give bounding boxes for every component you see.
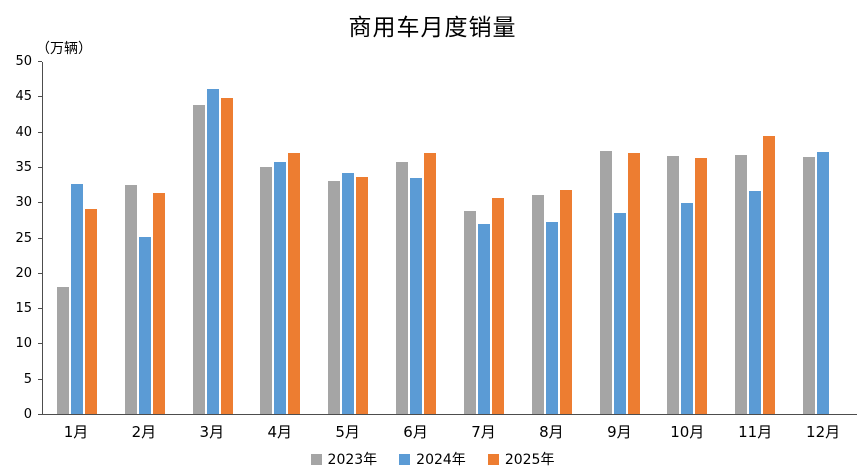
y-tick-mark <box>38 96 42 98</box>
bar-2023年-5月 <box>328 181 341 414</box>
bar-2023年-9月 <box>599 150 612 414</box>
bar-2024年-4月 <box>274 161 287 414</box>
bar-2025年-5月 <box>356 176 369 414</box>
bar-2023年-10月 <box>667 156 680 414</box>
x-tick-label-9月: 9月 <box>607 423 632 441</box>
y-tick-label: 50 <box>15 54 32 69</box>
bar-2024年-9月 <box>613 212 626 414</box>
bar-group-9月 <box>586 62 654 414</box>
legend-label: 2025年 <box>504 452 555 468</box>
bar-2023年-2月 <box>124 185 137 414</box>
bar-2025年-8月 <box>559 189 572 414</box>
x-tick-label-7月: 7月 <box>471 423 496 441</box>
bar-2025年-4月 <box>288 152 301 414</box>
bar-2023年-1月 <box>56 286 69 414</box>
x-tick-label-10月: 10月 <box>670 423 705 441</box>
y-tick-label: 10 <box>15 336 32 352</box>
bar-2024年-2月 <box>138 236 151 414</box>
bar-2023年-12月 <box>803 157 816 414</box>
legend: 2023年 2024年 2025年 <box>0 449 865 469</box>
bar-group-7月 <box>450 62 518 414</box>
bar-2023年-8月 <box>531 195 544 414</box>
y-tick-mark <box>38 378 42 380</box>
y-tick-mark <box>38 237 42 239</box>
bar-2024年-5月 <box>342 172 355 414</box>
y-tick-mark <box>38 272 42 274</box>
legend-swatch-icon <box>399 453 411 465</box>
legend-swatch-icon <box>487 453 499 465</box>
x-axis: 1月 2月 3月 4月 5月 6月 7月 8月 9月 10月 11月 12月 <box>42 421 857 442</box>
y-axis-unit-label: （万辆） <box>36 41 92 57</box>
y-tick-mark <box>38 61 42 62</box>
x-tick-label-12月: 12月 <box>806 423 841 441</box>
y-tick-mark <box>38 166 42 168</box>
bar-2023年-7月 <box>463 210 476 414</box>
bar-2024年-7月 <box>477 224 490 414</box>
x-tick-label-6月: 6月 <box>403 423 428 441</box>
bar-2025年-6月 <box>424 152 437 414</box>
bar-group-10月 <box>653 62 721 414</box>
bar-2023年-4月 <box>260 166 273 414</box>
y-tick-label: 20 <box>15 265 32 281</box>
y-tick-label: 45 <box>15 89 32 105</box>
x-tick-label-2月: 2月 <box>131 423 157 441</box>
legend-label: 2024年 <box>416 452 466 468</box>
y-tick-label: 35 <box>15 159 32 175</box>
bar-group-3月 <box>179 62 247 414</box>
y-tick-mark <box>38 343 42 345</box>
y-tick-mark <box>38 308 42 310</box>
bar-group-1月 <box>43 62 111 414</box>
legend-item-2024年: 2024年 <box>399 449 466 469</box>
x-tick-label-11月: 11月 <box>738 423 773 441</box>
bar-2025年-10月 <box>695 157 708 414</box>
chart-title: 商用车月度销量 <box>348 15 517 41</box>
y-tick-label: 40 <box>15 124 32 140</box>
x-tick-label-5月: 5月 <box>335 423 360 441</box>
bar-2024年-12月 <box>817 152 830 414</box>
legend-item-2023年: 2023年 <box>310 449 378 469</box>
bar-group-11月 <box>721 62 789 414</box>
bar-2025年-1月 <box>84 208 97 414</box>
bar-2025年-2月 <box>152 193 165 414</box>
y-tick-label: 0 <box>23 407 32 422</box>
legend-item-2025年: 2025年 <box>487 449 555 469</box>
x-tick-label-8月: 8月 <box>539 423 564 441</box>
bar-2025年-9月 <box>627 152 640 414</box>
bar-group-4月 <box>246 62 314 414</box>
legend-swatch-icon <box>310 453 322 465</box>
y-axis: 0 5 10 15 20 25 30 35 40 45 50 <box>0 54 42 422</box>
bar-2024年-10月 <box>681 202 694 414</box>
x-tick-label-1月: 1月 <box>63 423 89 441</box>
bar-group-2月 <box>111 62 179 414</box>
y-tick-mark <box>38 131 42 133</box>
x-tick-label-3月: 3月 <box>199 423 225 441</box>
y-tick-mark <box>38 202 42 204</box>
plot-area <box>42 62 857 415</box>
bar-group-12月 <box>789 62 857 414</box>
bar-group-6月 <box>382 62 450 414</box>
y-tick-label: 5 <box>23 371 32 387</box>
y-tick-label: 25 <box>15 230 32 246</box>
bar-group-5月 <box>314 62 382 414</box>
bar-2023年-11月 <box>735 154 748 414</box>
bar-2025年-7月 <box>491 197 504 414</box>
bar-2025年-11月 <box>763 135 776 414</box>
y-tick-mark <box>38 414 42 415</box>
bar-2024年-3月 <box>206 89 219 414</box>
x-tick-label-4月: 4月 <box>267 423 292 441</box>
bar-2024年-8月 <box>545 221 558 414</box>
bar-2024年-11月 <box>749 190 762 414</box>
y-tick-label: 15 <box>15 301 32 317</box>
bar-2024年-6月 <box>410 178 423 414</box>
bar-2024年-1月 <box>70 183 83 414</box>
bar-2023年-6月 <box>396 161 409 414</box>
legend-label: 2023年 <box>327 452 378 468</box>
y-tick-label: 30 <box>15 195 32 211</box>
bar-2023年-3月 <box>192 105 205 414</box>
bar-group-8月 <box>518 62 586 414</box>
bar-2025年-3月 <box>220 97 233 414</box>
